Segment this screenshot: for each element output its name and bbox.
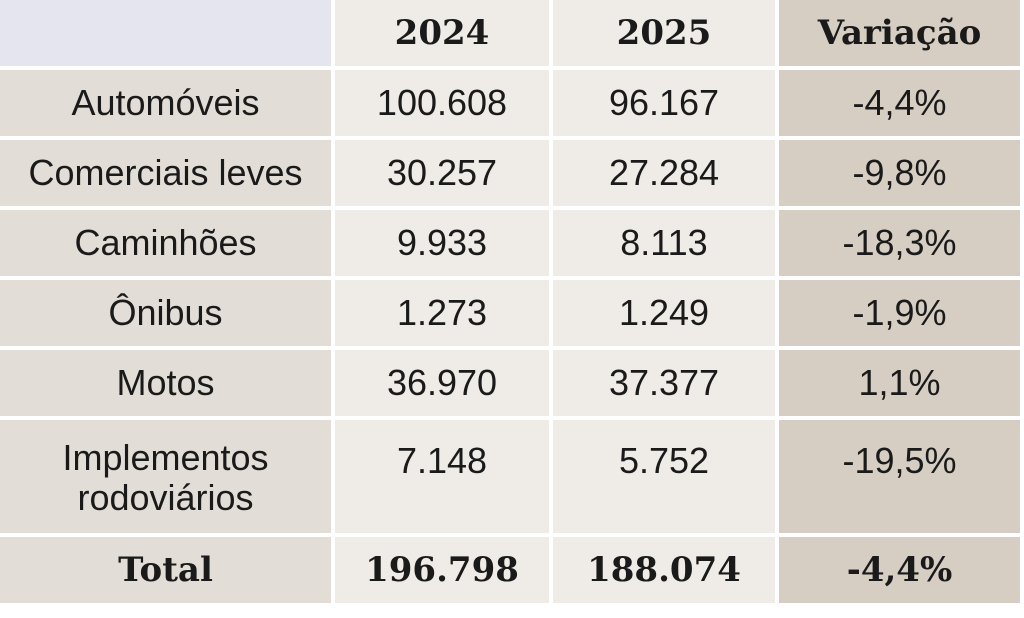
value-2025: 8.113	[553, 210, 775, 276]
value-2025: 5.752	[553, 420, 775, 533]
table-row: Motos 36.970 37.377 1,1%	[0, 350, 1020, 416]
value-variation: -9,8%	[779, 140, 1020, 206]
value-2024: 100.608	[335, 70, 549, 136]
value-2024: 36.970	[335, 350, 549, 416]
value-variation: -1,9%	[779, 280, 1020, 346]
value-variation: 1,1%	[779, 350, 1020, 416]
header-2025: 2025	[553, 0, 775, 66]
total-row: Total 196.798 188.074 -4,4%	[0, 537, 1020, 603]
total-2024: 196.798	[335, 537, 549, 603]
value-variation: -4,4%	[779, 70, 1020, 136]
value-2024: 9.933	[335, 210, 549, 276]
value-2025: 37.377	[553, 350, 775, 416]
value-2025: 27.284	[553, 140, 775, 206]
table-row: Comerciais leves 30.257 27.284 -9,8%	[0, 140, 1020, 206]
value-2025: 1.249	[553, 280, 775, 346]
row-label-line-1: Implementos	[62, 437, 269, 478]
header-variation: Variação	[779, 0, 1020, 66]
row-label: Automóveis	[0, 70, 331, 136]
total-variation: -4,4%	[779, 537, 1020, 603]
value-2024: 1.273	[335, 280, 549, 346]
value-2024: 7.148	[335, 420, 549, 533]
row-label-line-2: rodoviários	[77, 477, 254, 518]
total-label: Total	[0, 537, 331, 603]
row-label: Caminhões	[0, 210, 331, 276]
total-2025: 188.074	[553, 537, 775, 603]
table-row: Ônibus 1.273 1.249 -1,9%	[0, 280, 1020, 346]
table-row: Implementos rodoviários 7.148 5.752 -19,…	[0, 420, 1020, 533]
value-2024: 30.257	[335, 140, 549, 206]
table-row: Automóveis 100.608 96.167 -4,4%	[0, 70, 1020, 136]
header-2024: 2024	[335, 0, 549, 66]
row-label: Implementos rodoviários	[0, 420, 331, 533]
value-2025: 96.167	[553, 70, 775, 136]
value-variation: -18,3%	[779, 210, 1020, 276]
row-label: Motos	[0, 350, 331, 416]
value-variation: -19,5%	[779, 420, 1020, 533]
header-row: 2024 2025 Variação	[0, 0, 1020, 66]
row-label: Comerciais leves	[0, 140, 331, 206]
row-label: Ônibus	[0, 280, 331, 346]
corner-cell	[0, 0, 331, 66]
table-row: Caminhões 9.933 8.113 -18,3%	[0, 210, 1020, 276]
